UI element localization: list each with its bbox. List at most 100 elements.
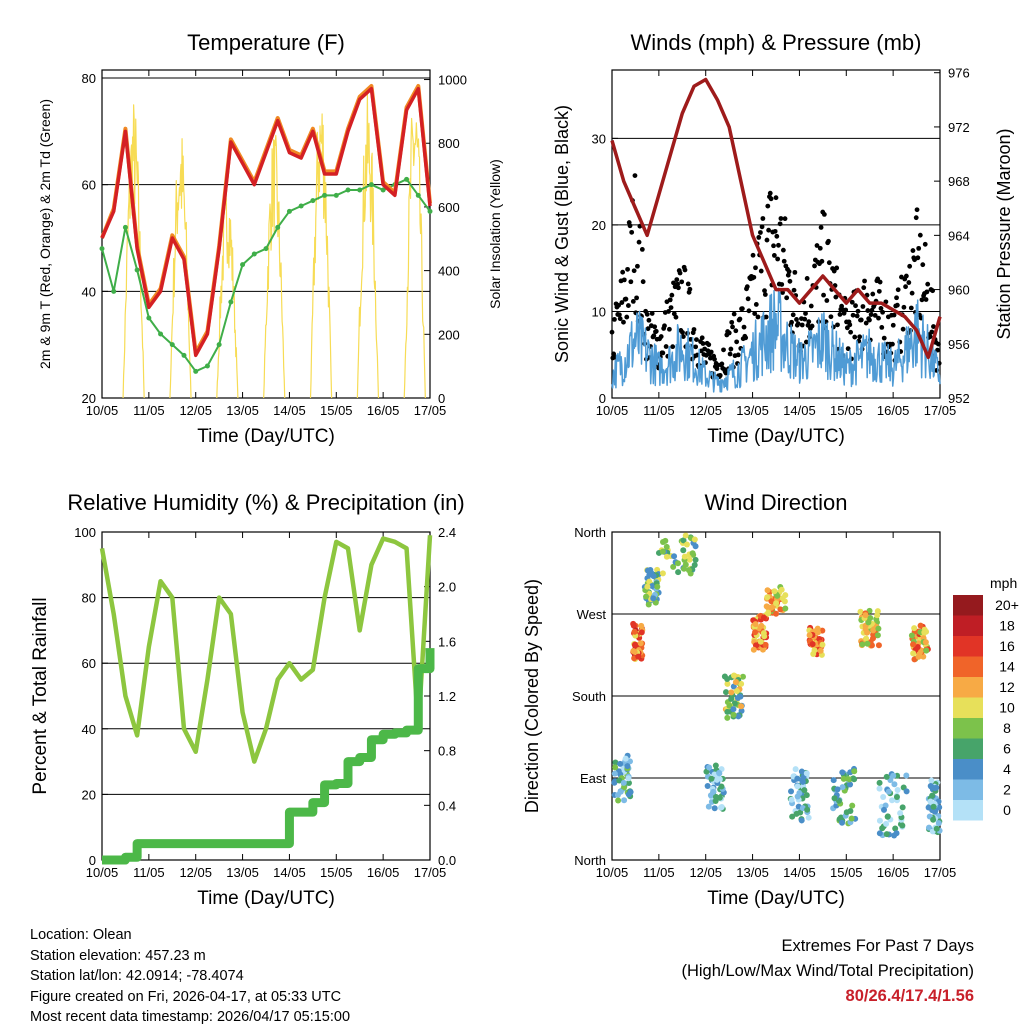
- dewpoint-line: [101, 178, 431, 373]
- gust-point: [726, 330, 732, 336]
- gust-point: [612, 317, 617, 322]
- wind-direction-point: [848, 815, 855, 822]
- x-tick-label: 14/05: [783, 865, 816, 880]
- y-axis-label: 2m & 9m T (Red, Orange) & 2m Td (Green): [37, 99, 53, 369]
- wind-direction-point: [643, 593, 650, 600]
- wind-direction-point: [928, 777, 935, 784]
- gust-point: [639, 247, 645, 252]
- y-tick-label: 60: [82, 656, 96, 671]
- y-tick-label: 80: [82, 71, 96, 86]
- x-tick-label: 12/05: [179, 865, 212, 880]
- gust-point: [894, 295, 899, 301]
- temperature-panel: Temperature (F) 10/05 11/05 12/05 13/05 14/05…: [37, 30, 503, 447]
- x-tick-label: 11/05: [133, 403, 165, 418]
- wind-direction-point: [750, 646, 757, 653]
- gust-point: [802, 316, 808, 322]
- legend-label: 2: [1003, 782, 1011, 798]
- y-right-tick-label: 0.4: [438, 798, 456, 813]
- y-tick-label: 20: [592, 218, 606, 233]
- gust-point: [734, 339, 740, 345]
- gust-point: [693, 344, 699, 350]
- wind-direction-point: [705, 803, 712, 810]
- y-right-tick-label: 2.0: [438, 580, 456, 595]
- gust-point: [762, 288, 767, 294]
- y-right-tick-label: 0.0: [438, 853, 456, 868]
- x-axis-label: Time (Day/UTC): [197, 426, 335, 447]
- gust-point: [894, 302, 900, 308]
- y-right-axis-label: Solar Insolation (Yellow): [487, 159, 503, 309]
- legend-label: 16: [999, 638, 1015, 654]
- wind-direction-point: [927, 783, 934, 790]
- legend-swatch: [953, 656, 983, 677]
- wind-direction-point: [659, 548, 666, 555]
- created-text: Figure created on Fri, 2026-04-17, at 05…: [30, 988, 342, 1005]
- wind-direction-point: [718, 803, 725, 810]
- x-tick-label: 13/05: [226, 403, 259, 418]
- wind-direction-point: [621, 784, 628, 791]
- gust-point: [767, 190, 773, 196]
- wind-direction-point: [782, 592, 789, 599]
- location-text: Location: Olean: [30, 927, 132, 943]
- y-tick-label: 20: [82, 787, 96, 802]
- wind-direction-point: [857, 608, 864, 615]
- x-tick-label: 14/05: [273, 403, 306, 418]
- gust-point: [858, 317, 864, 323]
- legend-swatch: [953, 759, 983, 780]
- gust-point: [677, 270, 683, 276]
- gust-point: [818, 225, 824, 230]
- wind-direction-point: [917, 622, 924, 629]
- wind-direction-point: [730, 706, 737, 713]
- wind-direction-point: [921, 629, 928, 636]
- gust-point: [803, 311, 808, 316]
- wind-direction-point: [682, 561, 689, 568]
- y-axis-label: Direction (Colored By Speed): [522, 579, 542, 813]
- wind-direction-point: [849, 802, 856, 809]
- gust-point: [919, 297, 925, 303]
- wind-direction-point: [851, 776, 858, 783]
- gust-point: [803, 339, 809, 345]
- gust-point: [675, 281, 680, 287]
- wind-direction-point: [847, 781, 854, 788]
- gust-point: [799, 322, 805, 328]
- y-right-tick-label: 400: [438, 264, 460, 279]
- y-right-tick-label: 960: [948, 283, 970, 298]
- wind-direction-point: [704, 782, 711, 789]
- x-tick-label: 15/05: [320, 403, 353, 418]
- wind-direction-point: [621, 797, 628, 804]
- gust-point: [903, 273, 909, 279]
- wind-direction-point: [883, 773, 890, 780]
- wind-direction-point: [691, 536, 698, 543]
- gust-point: [772, 228, 778, 234]
- y-right-tick-label: 0: [438, 391, 445, 406]
- gust-point: [667, 326, 672, 332]
- wind-direction-point: [777, 606, 784, 613]
- gust-point: [751, 274, 757, 280]
- gust-point: [752, 311, 758, 316]
- wind-direction-point: [880, 794, 887, 801]
- wind-direction-point: [692, 556, 699, 563]
- recent-text: Most recent data timestamp: 2026/04/17 0…: [30, 1009, 351, 1025]
- gust-point: [682, 267, 688, 273]
- wind-direction-point: [876, 779, 883, 786]
- wind-direction-point: [663, 543, 670, 550]
- wind-direction-point: [728, 689, 735, 696]
- wind-direction-point: [631, 648, 638, 655]
- x-tick-label: 15/05: [320, 865, 353, 880]
- gust-point: [629, 229, 635, 235]
- y-right-tick-label: 952: [948, 391, 970, 406]
- x-tick-label: 12/05: [179, 403, 212, 418]
- gust-point: [837, 312, 843, 317]
- wind-direction-point: [617, 788, 624, 795]
- gust-point: [699, 335, 705, 341]
- x-tick-label: 17/05: [414, 865, 447, 880]
- extremes-values: 80/26.4/17.4/1.56: [845, 987, 974, 1005]
- gust-point: [861, 285, 867, 291]
- gust-point: [687, 286, 693, 292]
- wind-direction-point: [874, 632, 881, 639]
- y-right-tick-label: 1000: [438, 73, 467, 88]
- gust-point: [929, 329, 935, 335]
- wind-direction-point: [761, 633, 768, 640]
- wind-direction-point: [883, 820, 890, 827]
- y-right-tick-label: 1.6: [438, 634, 456, 649]
- pressure-line: [610, 77, 942, 360]
